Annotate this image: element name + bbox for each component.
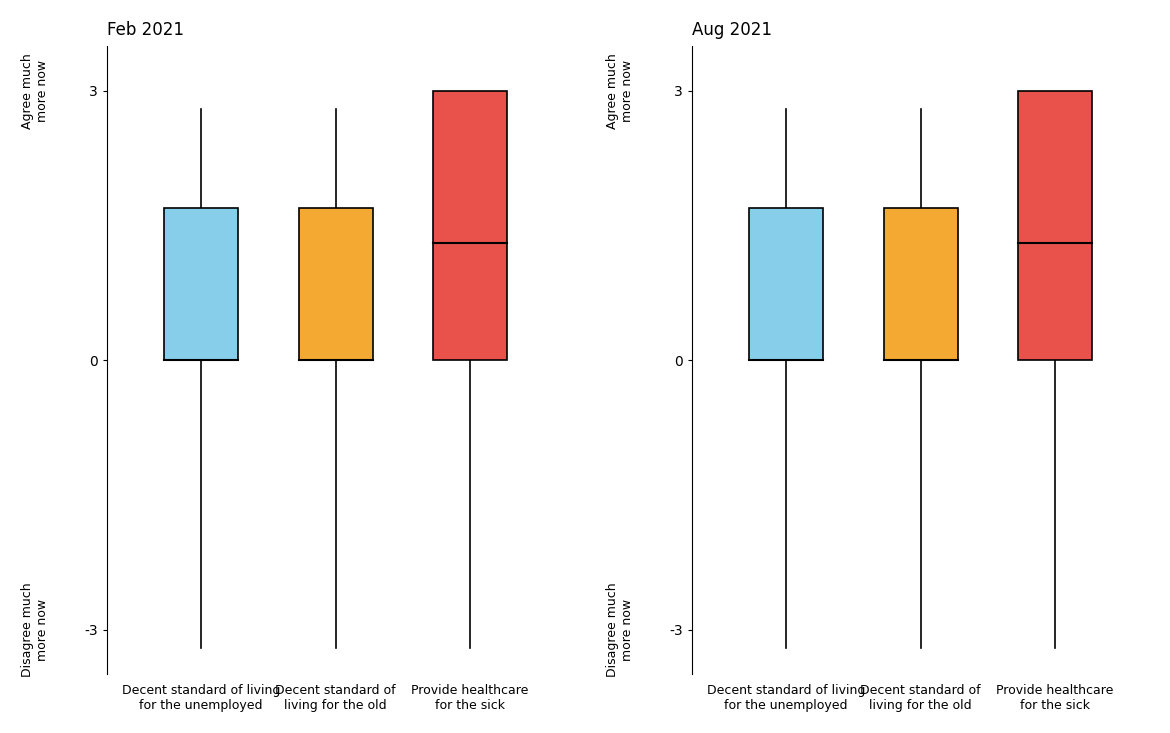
Text: Disagree much
more now: Disagree much more now [21,582,49,677]
Bar [433,91,507,360]
Bar [164,207,239,360]
Bar [1018,91,1092,360]
Bar [298,207,372,360]
Text: Agree much
more now: Agree much more now [21,53,49,129]
Text: Aug 2021: Aug 2021 [693,21,772,39]
Bar [749,207,824,360]
Text: Disagree much
more now: Disagree much more now [606,582,634,677]
Bar [883,207,957,360]
Text: Agree much
more now: Agree much more now [606,53,634,129]
Text: Feb 2021: Feb 2021 [108,21,184,39]
